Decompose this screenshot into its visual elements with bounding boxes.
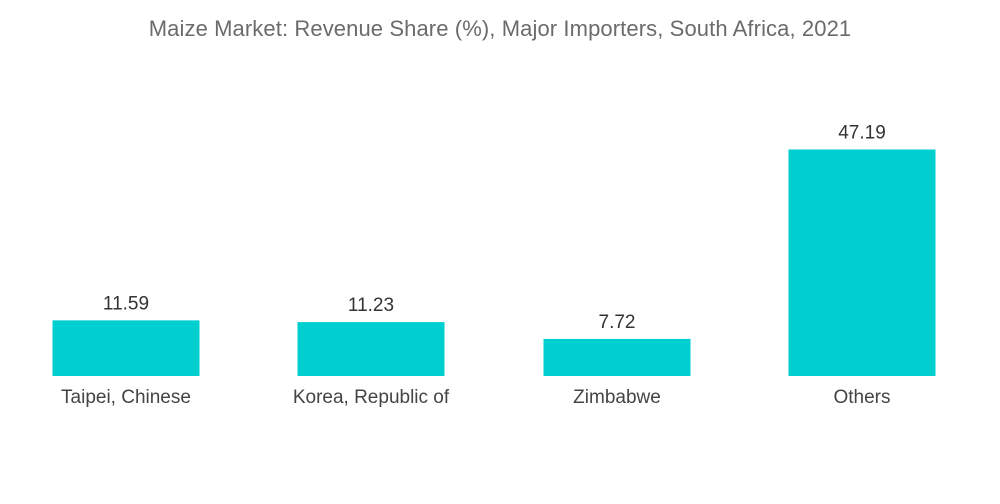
bar-2: [543, 338, 691, 376]
category-label-1: Korea, Republic of: [293, 387, 450, 408]
chart-title: Maize Market: Revenue Share (%), Major I…: [148, 16, 852, 41]
value-label-0: 11.59: [103, 293, 149, 314]
bar-0: [52, 320, 200, 376]
value-label-3: 47.19: [838, 122, 886, 143]
category-label-3: Others: [833, 387, 890, 408]
category-label-0: Taipei, Chinese: [61, 387, 191, 408]
value-label-2: 7.72: [599, 312, 636, 333]
category-label-2: Zimbabwe: [573, 387, 661, 408]
bar-3: [788, 149, 936, 376]
bar-1: [297, 322, 445, 376]
value-label-1: 11.23: [348, 295, 394, 316]
